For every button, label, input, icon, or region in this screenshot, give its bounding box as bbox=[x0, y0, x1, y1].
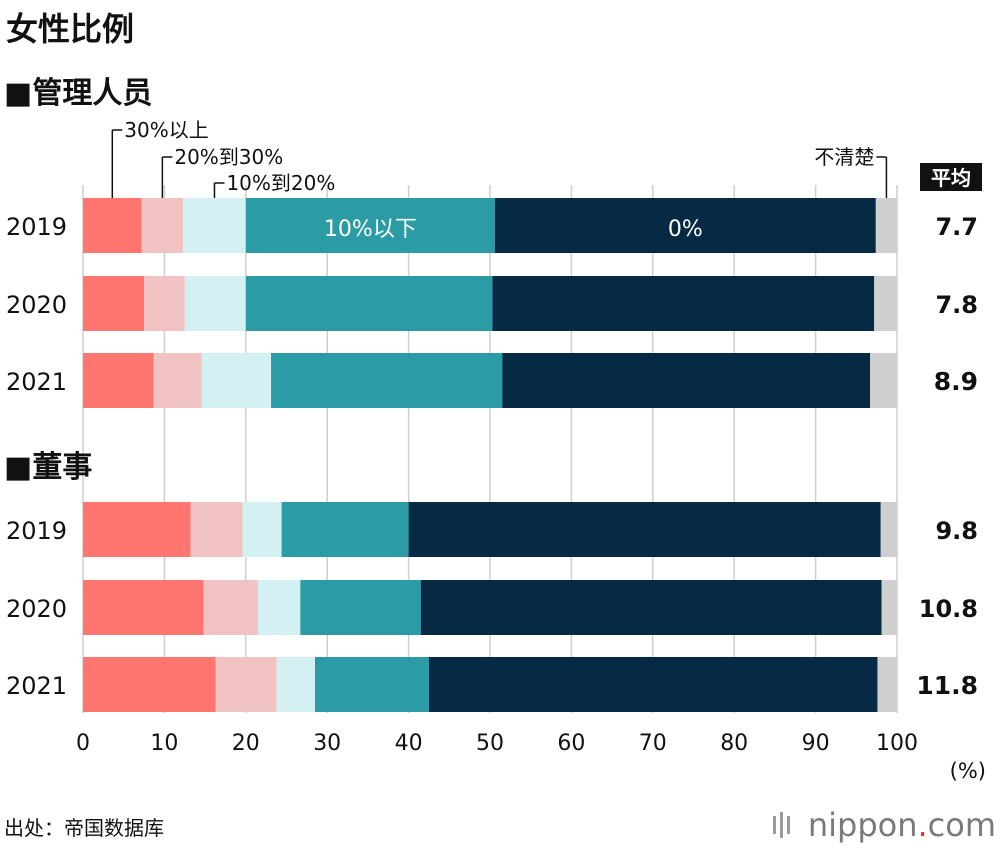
bar-segment bbox=[184, 276, 246, 331]
legend-label: 20%到30% bbox=[174, 145, 283, 169]
x-tick-label: 50 bbox=[476, 731, 504, 756]
year-label: 2021 bbox=[6, 368, 67, 396]
bar-segment bbox=[880, 502, 897, 557]
bar-segment bbox=[141, 198, 184, 253]
x-tick-label: 40 bbox=[395, 731, 423, 756]
average-value: 11.8 bbox=[916, 671, 978, 700]
x-tick-label: 10 bbox=[150, 731, 178, 756]
bar-segment bbox=[881, 580, 897, 635]
bar-segment bbox=[420, 580, 882, 635]
bar-segment bbox=[203, 580, 259, 635]
average-value: 7.8 bbox=[935, 291, 978, 319]
bar-segment bbox=[492, 276, 875, 331]
year-label: 2020 bbox=[6, 291, 67, 319]
panel-title: ■董事 bbox=[4, 450, 92, 485]
bar-segment bbox=[242, 502, 282, 557]
bar-segment bbox=[245, 276, 493, 331]
bar-segment bbox=[183, 198, 246, 253]
bar-segment bbox=[144, 276, 185, 331]
bar-segment bbox=[502, 353, 871, 408]
bar-segment bbox=[874, 276, 897, 331]
bar-segment bbox=[870, 353, 897, 408]
bar-segment bbox=[428, 657, 878, 712]
bar-segment bbox=[245, 198, 495, 253]
source-note: 出处：帝国数据库 bbox=[4, 816, 164, 840]
nippon-logo: nippon.com bbox=[808, 806, 996, 844]
year-label: 2021 bbox=[6, 672, 67, 700]
bar-segment bbox=[300, 580, 421, 635]
legend-label: 30%以上 bbox=[124, 118, 208, 142]
logo-mark bbox=[773, 816, 776, 834]
x-tick-label: 90 bbox=[802, 731, 830, 756]
bar-segment bbox=[314, 657, 429, 712]
x-tick-label: 60 bbox=[557, 731, 585, 756]
segment-label-under-10: 10%以下 bbox=[324, 217, 417, 242]
chart-title: 女性比例 bbox=[6, 10, 134, 48]
bar-segment bbox=[258, 580, 301, 635]
bar-segment bbox=[83, 198, 142, 253]
year-label: 2019 bbox=[6, 213, 67, 241]
average-value: 7.7 bbox=[935, 213, 978, 241]
bar-segment bbox=[877, 657, 897, 712]
average-value: 9.8 bbox=[935, 517, 978, 545]
x-tick-label: 100 bbox=[876, 731, 918, 756]
segment-label-zero: 0% bbox=[668, 217, 703, 242]
bar-segment bbox=[408, 502, 881, 557]
unit-label: (%) bbox=[950, 759, 986, 783]
x-tick-label: 20 bbox=[232, 731, 260, 756]
bar-segment bbox=[190, 502, 243, 557]
year-label: 2019 bbox=[6, 517, 67, 545]
bar-segment bbox=[153, 353, 202, 408]
x-tick-label: 0 bbox=[76, 731, 90, 756]
average-value: 8.9 bbox=[934, 367, 978, 396]
bar-segment bbox=[276, 657, 315, 712]
bar-segment bbox=[215, 657, 277, 712]
legend-label-unknown: 不清楚 bbox=[814, 145, 874, 169]
bar-segment bbox=[281, 502, 409, 557]
bar-segment bbox=[83, 502, 191, 557]
bar-segment bbox=[83, 276, 145, 331]
average-header-label: 平均 bbox=[931, 166, 971, 190]
legend-label: 10%到20% bbox=[226, 171, 335, 195]
bar-segment bbox=[271, 353, 503, 408]
panel-title: ■管理人员 bbox=[4, 76, 152, 111]
average-value: 10.8 bbox=[919, 595, 978, 623]
year-label: 2020 bbox=[6, 595, 67, 623]
logo-mark bbox=[787, 816, 790, 834]
logo-mark bbox=[780, 812, 783, 838]
bar-segment bbox=[201, 353, 272, 408]
bar-segment bbox=[875, 198, 897, 253]
bar-segment bbox=[83, 580, 204, 635]
bar-segment bbox=[83, 657, 216, 712]
average-header-badge bbox=[920, 163, 982, 191]
x-tick-label: 30 bbox=[313, 731, 341, 756]
bar-segment bbox=[494, 198, 876, 253]
x-tick-label: 70 bbox=[639, 731, 667, 756]
bar-segment bbox=[83, 353, 154, 408]
x-tick-label: 80 bbox=[720, 731, 748, 756]
